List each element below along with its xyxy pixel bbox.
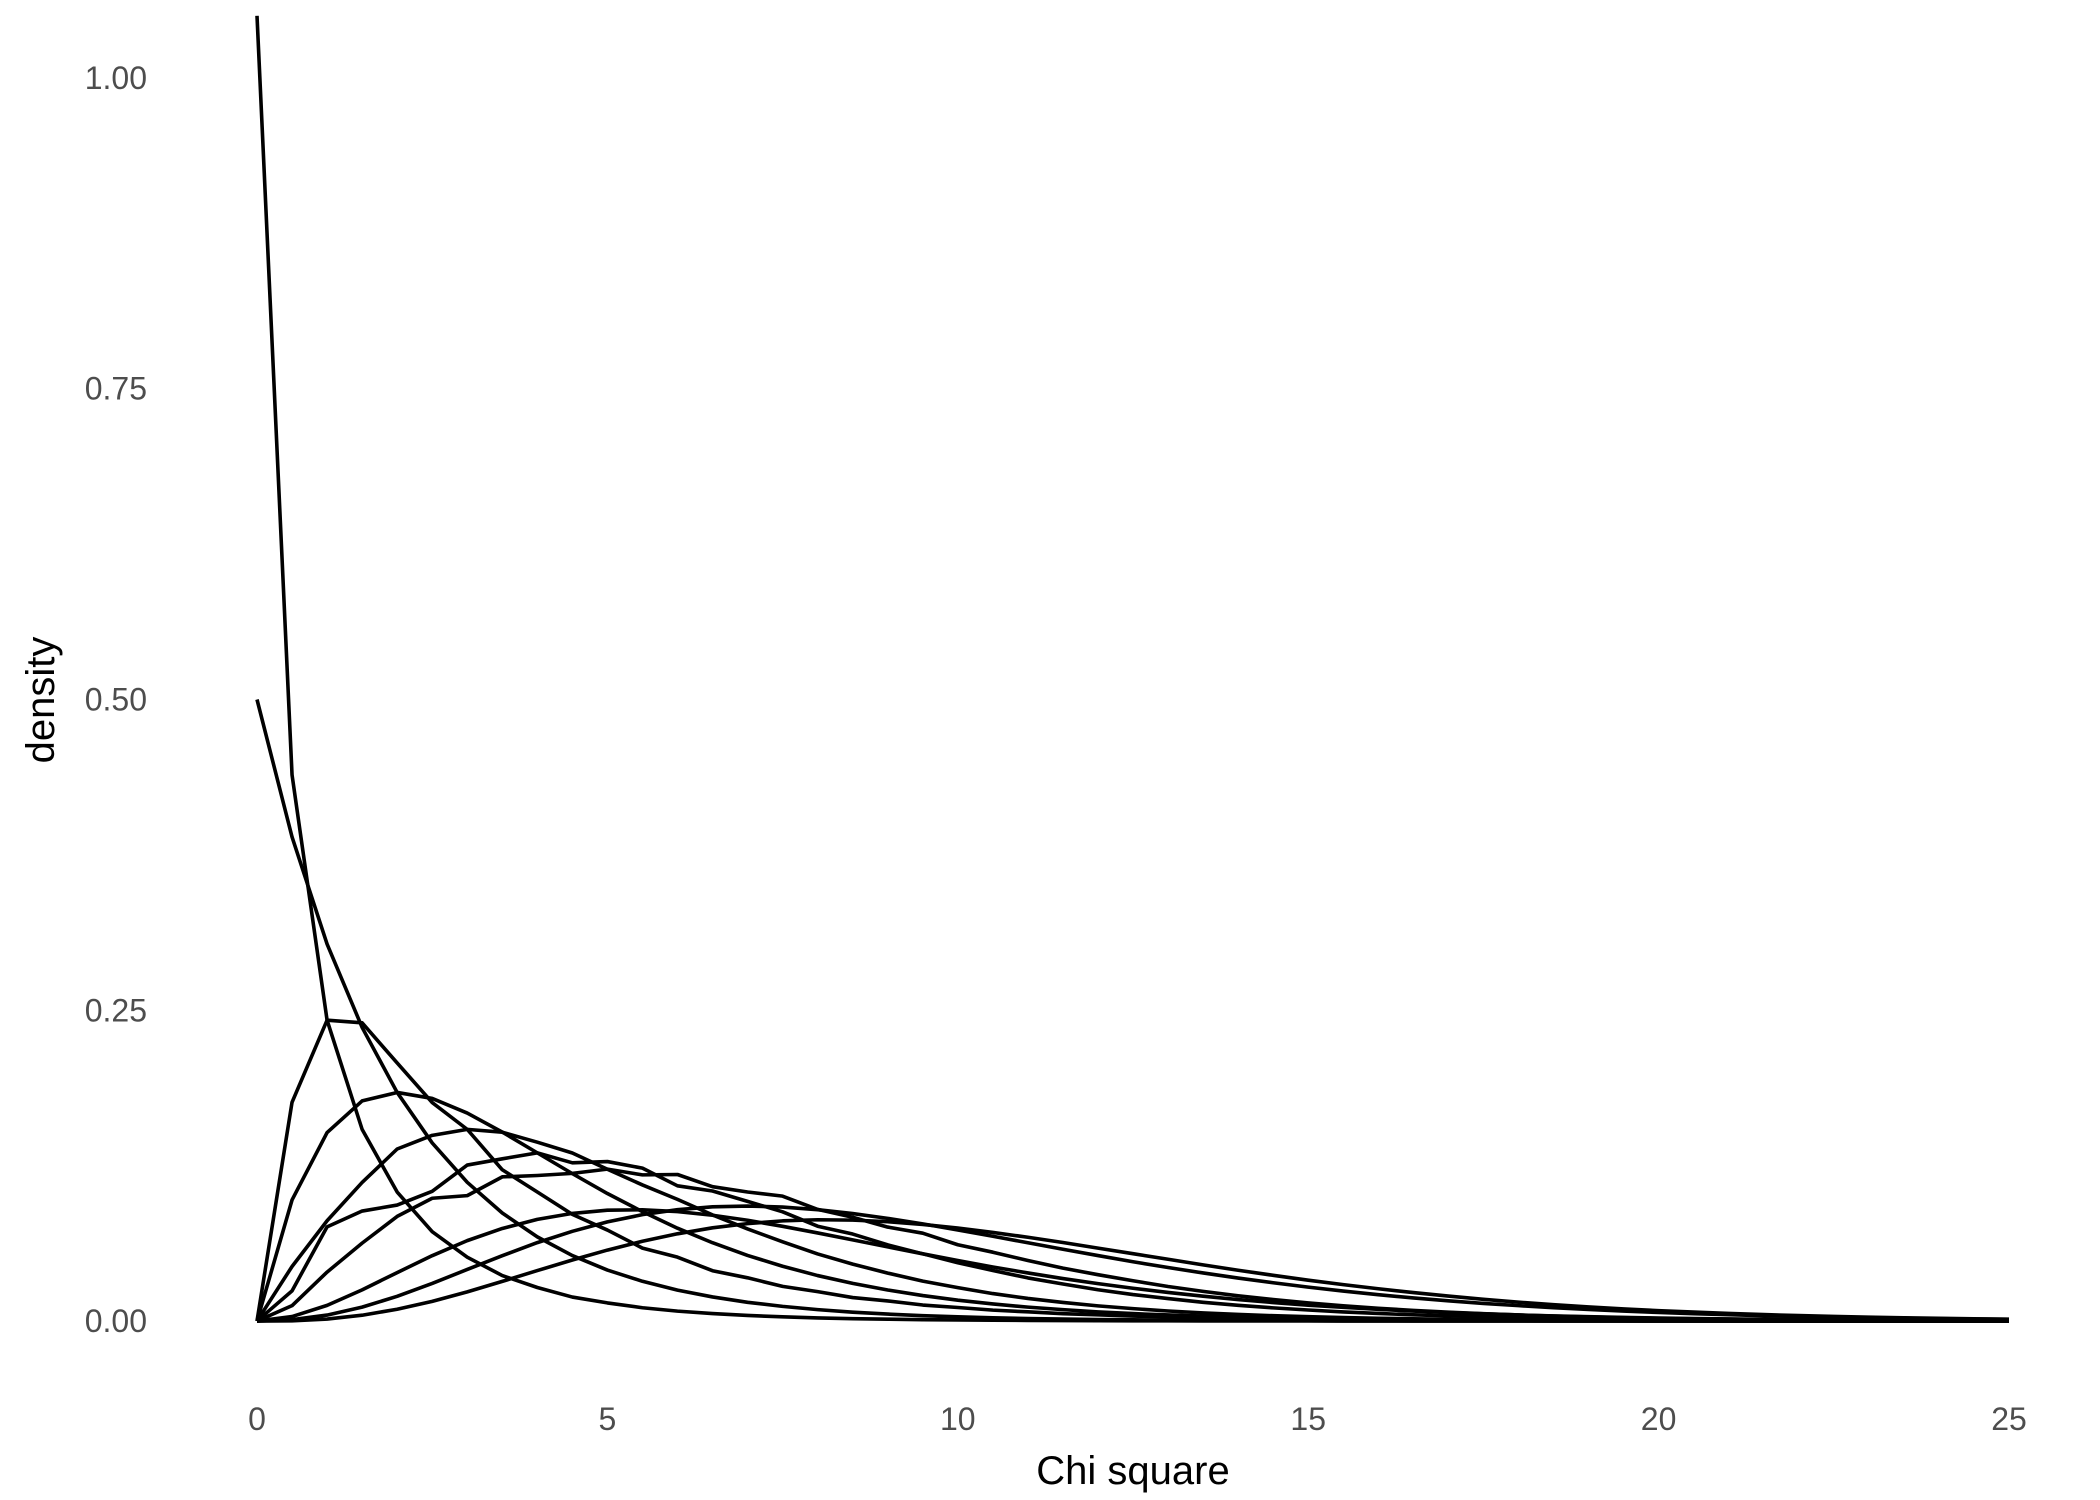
y-tick-label: 0.75 (85, 371, 147, 407)
y-axis-tick-labels: 0.00 0.25 0.50 0.75 1.00 (85, 60, 147, 1339)
x-tick-label: 5 (599, 1401, 617, 1437)
density-curve-8 (256, 1208, 2010, 1323)
x-tick-label: 0 (248, 1401, 266, 1437)
x-tick-label: 25 (1991, 1401, 2027, 1437)
series-layer (255, 15, 2010, 1323)
density-curve-2 (255, 699, 2009, 1323)
density-curve-10 (256, 1217, 2010, 1323)
y-tick-label: 0.00 (85, 1303, 147, 1339)
density-curve-1 (255, 15, 2009, 1323)
y-tick-label: 1.00 (85, 60, 147, 96)
density-curve-7 (256, 1167, 2009, 1323)
y-tick-label: 0.25 (85, 992, 147, 1028)
x-tick-label: 15 (1290, 1401, 1326, 1437)
density-curve-6 (255, 1151, 2009, 1323)
x-tick-label: 10 (940, 1401, 976, 1437)
x-tick-label: 20 (1641, 1401, 1677, 1437)
x-axis-tick-labels: 0 5 10 15 20 25 (248, 1401, 2027, 1437)
y-tick-label: 0.50 (85, 682, 147, 718)
x-axis-title: Chi square (1036, 1449, 1229, 1493)
y-axis-title: density (19, 637, 63, 764)
